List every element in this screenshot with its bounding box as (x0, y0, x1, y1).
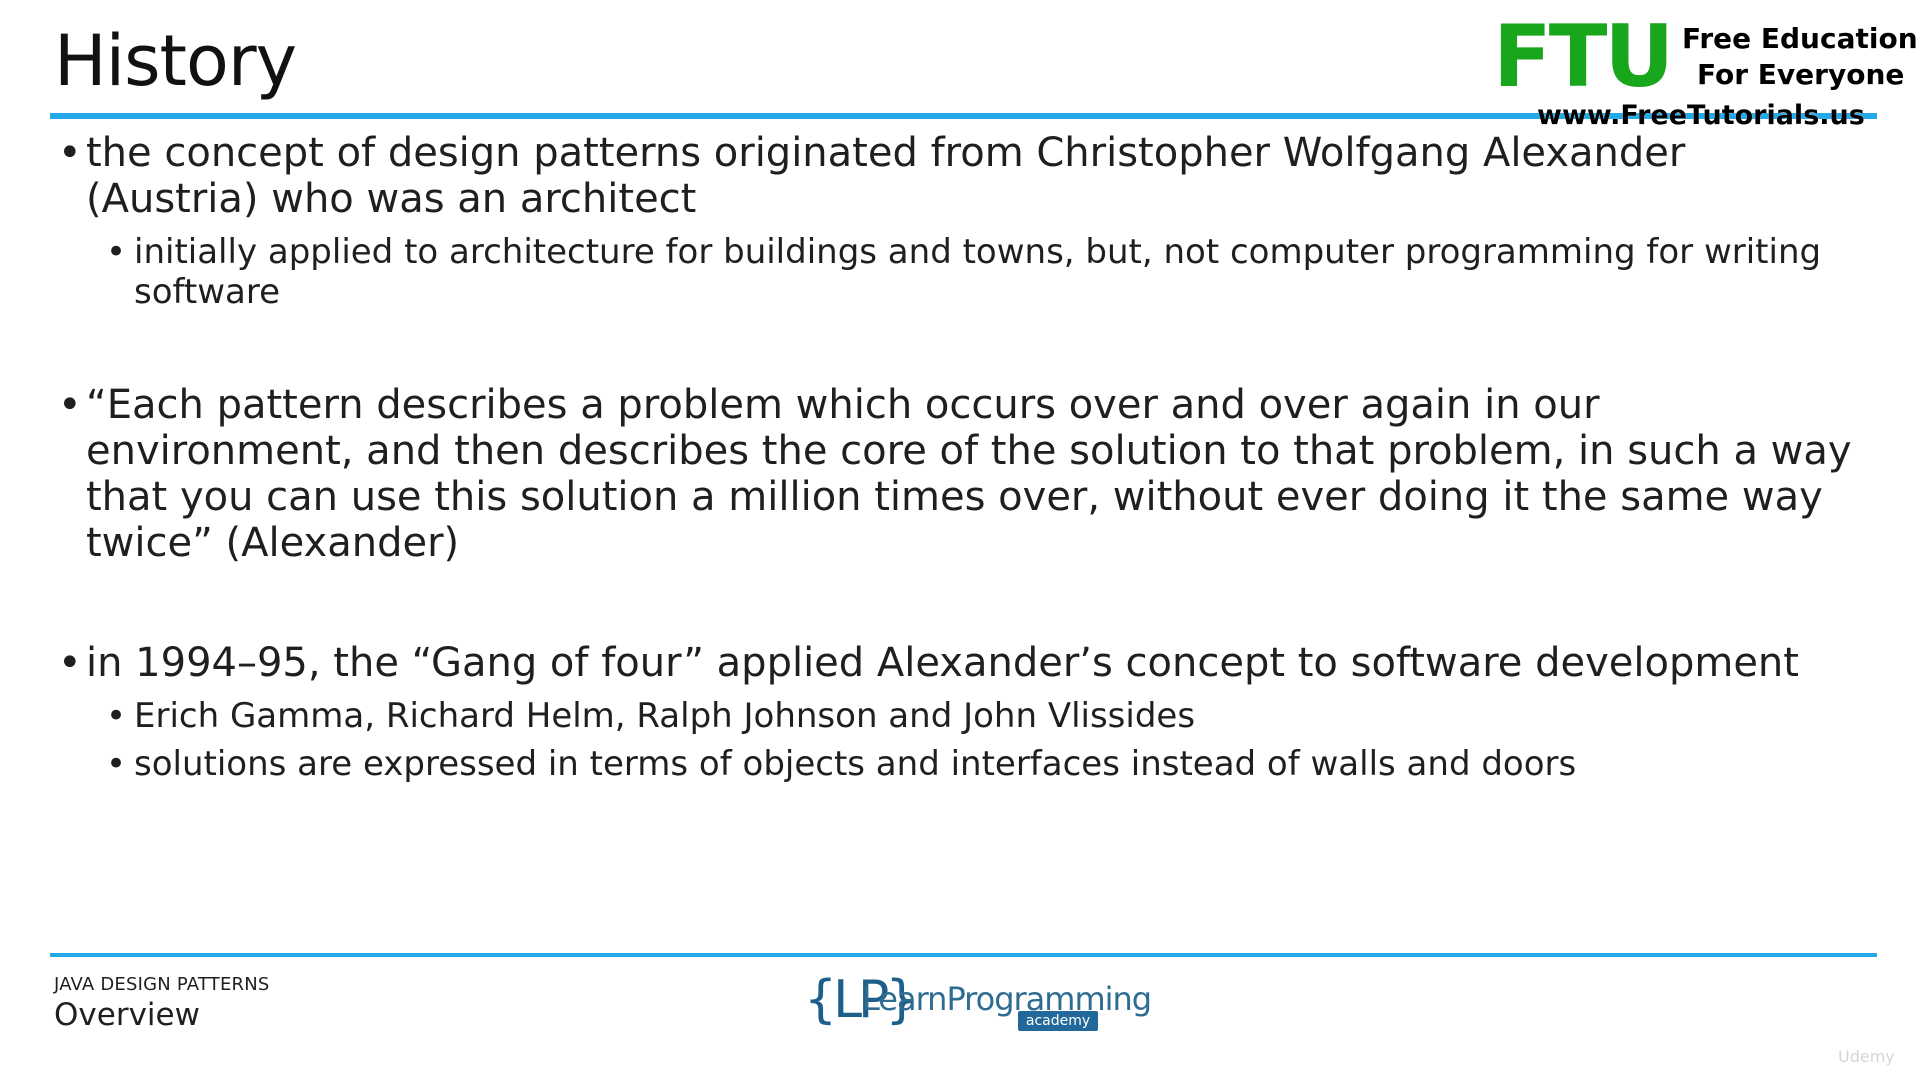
ftu-url: www.FreeTutorials.us (1537, 100, 1865, 131)
learnprogramming-subtitle: academy (1018, 1011, 1098, 1031)
bullet-marker-3: • (58, 640, 82, 686)
subbullet-marker-1-1: • (106, 232, 127, 272)
ftu-logo-block: FTU Free Education For Everyone www.Free… (1485, 7, 1918, 134)
bullet-marker-2: • (58, 382, 82, 428)
slide-title: History (54, 20, 297, 102)
subbullet-row-3-2: • solutions are expressed in terms of ob… (106, 744, 1856, 784)
subbullet-text-3-1: Erich Gamma, Richard Helm, Ralph Johnson… (134, 696, 1196, 736)
bullet-row-1: • the concept of design patterns origina… (58, 130, 1858, 222)
bullet-marker-1: • (58, 130, 82, 176)
learnprogramming-wordmark: LearnProgramming (862, 980, 1152, 1018)
ftu-logo: FTU (1493, 7, 1674, 107)
ftu-tagline-line-1: Free Education (1682, 22, 1918, 55)
subbullet-row-1-1: • initially applied to architecture for … (106, 232, 1856, 312)
subbullet-text-1-1: initially applied to architecture for bu… (134, 232, 1822, 312)
bullet-text-3: in 1994–95, the “Gang of four” applied A… (86, 640, 1799, 686)
subbullet-marker-3-1: • (106, 696, 127, 736)
course-label: JAVA DESIGN PATTERNS (54, 974, 270, 995)
footer-divider (50, 953, 1877, 957)
bullet-text-1: the concept of design patterns originate… (86, 130, 1686, 222)
bullet-row-3: • in 1994–95, the “Gang of four” applied… (58, 640, 1858, 686)
subbullet-3-2: • solutions are expressed in terms of ob… (106, 744, 1856, 784)
bullet-row-2: • “Each pattern describes a problem whic… (58, 382, 1858, 566)
learnprogramming-mark: {LP} (804, 970, 918, 1030)
subbullet-row-3-1: • Erich Gamma, Richard Helm, Ralph Johns… (106, 696, 1856, 736)
title-divider (50, 113, 1877, 119)
learnprogramming-logo: {LP} LearnProgramming academy (804, 970, 1152, 1032)
section-label: Overview (54, 997, 200, 1033)
bullet-1: • the concept of design patterns origina… (58, 130, 1858, 222)
bullet-3: • in 1994–95, the “Gang of four” applied… (58, 640, 1858, 686)
slide-content: • the concept of design patterns origina… (58, 130, 1858, 830)
ftu-tagline-line-2: For Everyone (1697, 58, 1905, 91)
bullet-text-2: “Each pattern describes a problem which … (86, 382, 1852, 566)
subbullet-marker-3-2: • (106, 744, 127, 784)
subbullet-1-1: • initially applied to architecture for … (106, 232, 1856, 312)
udemy-watermark: Udemy (1838, 1047, 1895, 1066)
subbullet-text-3-2: solutions are expressed in terms of obje… (134, 744, 1577, 784)
subbullet-3-1: • Erich Gamma, Richard Helm, Ralph Johns… (106, 696, 1856, 736)
bullet-2: • “Each pattern describes a problem whic… (58, 382, 1858, 566)
